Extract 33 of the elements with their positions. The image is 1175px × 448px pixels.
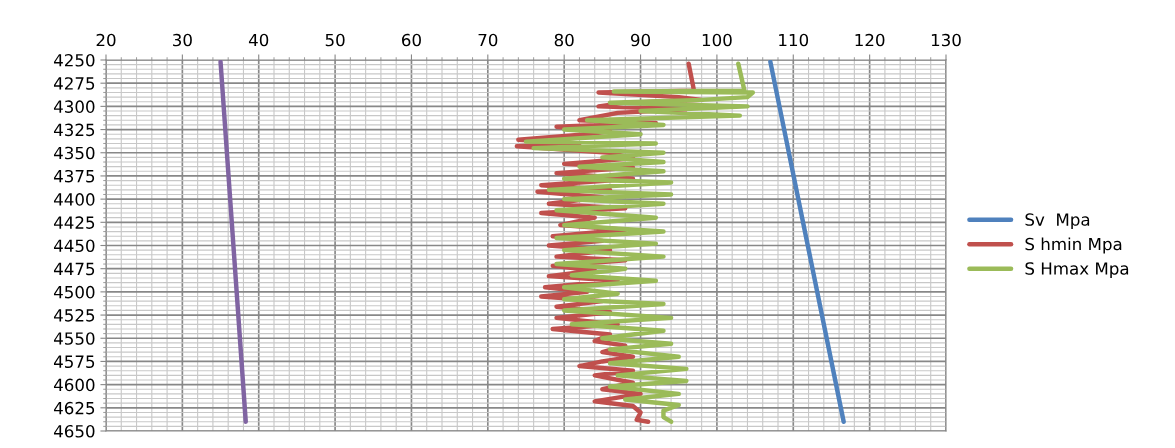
y-tick-label: 4250 [53,53,95,67]
line-series [523,61,756,424]
y-tick-label: 4600 [53,378,95,392]
y-tick-label: 4375 [53,169,95,183]
y-tick-label: 4400 [53,193,95,206]
y-tick-label: 4575 [53,355,95,369]
y-tick-label: 4525 [53,309,95,322]
x-tick-label: 40 [248,33,269,47]
y-tick-label: 4475 [53,262,95,276]
x-tick-label: 110 [779,33,809,47]
y-tick-label: 4350 [53,146,95,160]
y-tick-label: 4650 [53,424,95,438]
x-tick-label: 90 [630,33,651,47]
y-tick-label: 4425 [53,216,95,229]
y-tick-label: 4450 [53,239,95,253]
y-tick-label: 4325 [53,123,95,137]
y-tick-label: 4300 [53,100,95,113]
x-tick-label: 120 [855,33,885,47]
x-tick-label: 80 [554,33,574,47]
y-tick-label: 4550 [53,332,95,345]
x-tick-label: 50 [325,33,345,47]
x-tick-label: 70 [478,33,498,47]
y-tick-label: 4275 [53,77,95,90]
y-tick-label: 4625 [53,401,95,415]
x-tick-label: 130 [931,33,961,47]
legend-label: Sv Mpa [1025,213,1090,230]
y-tick-label: 4500 [53,285,95,299]
x-tick-label: 60 [402,33,421,47]
x-tick-label: 20 [96,33,116,47]
legend-label: S Hmax Mpa [1025,262,1129,279]
x-tick-label: 100 [702,33,732,47]
x-tick-label: 30 [173,33,192,47]
legend-label: S hmin Mpa [1025,237,1122,254]
